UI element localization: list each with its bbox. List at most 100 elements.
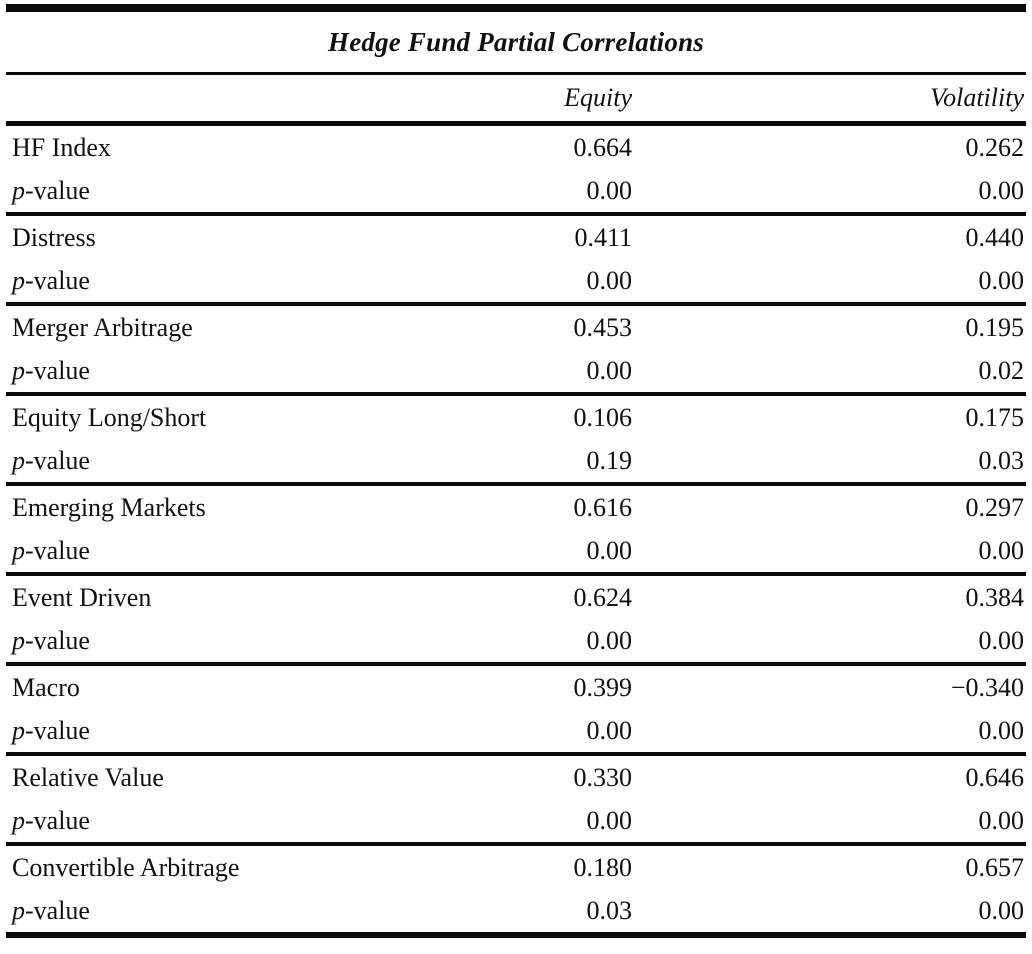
equity-value: 0.330 <box>573 762 633 792</box>
pvalue-volatility: 0.00 <box>978 265 1025 295</box>
table-group: Equity Long/Short 0.106 0.175 p-value 0.19 0.… <box>6 396 1026 486</box>
pvalue-label: p-value <box>12 716 322 746</box>
pvalue-volatility: 0.00 <box>978 535 1025 565</box>
table-row-pvalue: p-value 0.19 0.03 <box>6 439 1026 482</box>
equity-value: 0.453 <box>573 312 633 342</box>
pvalue-volatility: 0.00 <box>978 175 1025 205</box>
table-row-correlation: Distress 0.411 0.440 <box>6 216 1026 259</box>
equity-value: 0.616 <box>573 492 633 522</box>
table-group: Emerging Markets 0.616 0.297 p-value 0.00 0.0… <box>6 486 1026 576</box>
volatility-value: 0.175 <box>965 402 1025 432</box>
pvalue-label-p: p <box>12 895 25 925</box>
table-row-pvalue: p-value 0.00 0.00 <box>6 709 1026 752</box>
table-row-pvalue: p-value 0.00 0.00 <box>6 529 1026 572</box>
pvalue-label: p-value <box>12 176 322 206</box>
pvalue-label-p: p <box>12 625 25 655</box>
volatility-value: 0.384 <box>965 582 1025 612</box>
table-group: Macro 0.399 −0.340 p-value 0.00 0.00 <box>6 666 1026 756</box>
table-group: HF Index 0.664 0.262 p-value 0.00 0.00 <box>6 126 1026 216</box>
pvalue-label-rest: -value <box>25 805 90 835</box>
pvalue-equity: 0.03 <box>586 895 633 925</box>
top-rule <box>6 4 1026 12</box>
bottom-rule <box>6 932 1026 938</box>
pvalue-label-rest: -value <box>25 625 90 655</box>
pvalue-equity: 0.00 <box>586 805 633 835</box>
table-row-correlation: Event Driven 0.624 0.384 <box>6 576 1026 619</box>
pvalue-equity: 0.19 <box>586 445 633 475</box>
pvalue-equity: 0.00 <box>586 265 633 295</box>
column-header-volatility: Volatility <box>930 83 1024 112</box>
table-group: Convertible Arbitrage 0.180 0.657 p-value 0.… <box>6 846 1026 932</box>
table-row-correlation: Equity Long/Short 0.106 0.175 <box>6 396 1026 439</box>
table-row-correlation: Merger Arbitrage 0.453 0.195 <box>6 306 1026 349</box>
pvalue-label-rest: -value <box>25 175 90 205</box>
pvalue-label-p: p <box>12 355 25 385</box>
table-row-correlation: HF Index 0.664 0.262 <box>6 126 1026 169</box>
pvalue-equity: 0.00 <box>586 355 633 385</box>
pvalue-label-rest: -value <box>25 895 90 925</box>
equity-value: 0.399 <box>573 672 633 702</box>
table-row-correlation: Relative Value 0.330 0.646 <box>6 756 1026 799</box>
pvalue-volatility: 0.00 <box>978 805 1025 835</box>
title-rule <box>6 72 1026 75</box>
pvalue-label-rest: -value <box>25 265 90 295</box>
row-label: Relative Value <box>12 762 164 792</box>
pvalue-label: p-value <box>12 806 322 836</box>
pvalue-label-rest: -value <box>25 445 90 475</box>
pvalue-volatility: 0.03 <box>978 445 1025 475</box>
volatility-value: 0.657 <box>965 852 1025 882</box>
equity-value: 0.624 <box>573 582 633 612</box>
table-group: Event Driven 0.624 0.384 p-value 0.00 0.00 <box>6 576 1026 666</box>
row-label: Merger Arbitrage <box>12 312 193 342</box>
pvalue-label: p-value <box>12 896 322 926</box>
pvalue-label-p: p <box>12 535 25 565</box>
pvalue-label: p-value <box>12 446 322 476</box>
table-row-pvalue: p-value 0.03 0.00 <box>6 889 1026 932</box>
title-band: Hedge Fund Partial Correlations <box>6 12 1026 72</box>
pvalue-label: p-value <box>12 626 322 656</box>
pvalue-label: p-value <box>12 266 322 296</box>
pvalue-equity: 0.00 <box>586 625 633 655</box>
equity-value: 0.106 <box>573 402 633 432</box>
volatility-value: 0.262 <box>965 132 1025 162</box>
pvalue-equity: 0.00 <box>586 535 633 565</box>
pvalue-volatility: 0.00 <box>978 715 1025 745</box>
row-label: HF Index <box>12 132 111 162</box>
equity-value: 0.664 <box>573 132 633 162</box>
column-header-row: Equity Volatility <box>6 75 1026 121</box>
volatility-value: 0.297 <box>965 492 1025 522</box>
pvalue-label-p: p <box>12 175 25 205</box>
volatility-value: 0.646 <box>965 762 1025 792</box>
table-body: HF Index 0.664 0.262 p-value 0.00 0.00 Distres… <box>6 126 1026 932</box>
table-row-pvalue: p-value 0.00 0.00 <box>6 619 1026 662</box>
volatility-value: −0.340 <box>950 672 1024 702</box>
table-row-correlation: Macro 0.399 −0.340 <box>6 666 1026 709</box>
pvalue-volatility: 0.00 <box>978 625 1025 655</box>
equity-value: 0.180 <box>573 852 633 882</box>
pvalue-label: p-value <box>12 536 322 566</box>
pvalue-label-p: p <box>12 715 25 745</box>
pvalue-label-rest: -value <box>25 715 90 745</box>
pvalue-volatility: 0.00 <box>978 895 1025 925</box>
table-title: Hedge Fund Partial Correlations <box>328 26 704 57</box>
row-label: Distress <box>12 222 96 252</box>
pvalue-equity: 0.00 <box>586 715 633 745</box>
pvalue-label-p: p <box>12 265 25 295</box>
volatility-value: 0.440 <box>965 222 1025 252</box>
correlations-table: Hedge Fund Partial Correlations Equity V… <box>6 4 1026 938</box>
pvalue-label-rest: -value <box>25 355 90 385</box>
row-label: Event Driven <box>12 582 152 612</box>
table-group: Relative Value 0.330 0.646 p-value 0.00 0.00 <box>6 756 1026 846</box>
column-header-equity: Equity <box>564 83 632 112</box>
pvalue-label: p-value <box>12 356 322 386</box>
table-row-pvalue: p-value 0.00 0.00 <box>6 169 1026 212</box>
row-label: Macro <box>12 672 80 702</box>
table-group: Distress 0.411 0.440 p-value 0.00 0.00 <box>6 216 1026 306</box>
table-row-pvalue: p-value 0.00 0.00 <box>6 259 1026 302</box>
table-row-pvalue: p-value 0.00 0.02 <box>6 349 1026 392</box>
pvalue-label-p: p <box>12 805 25 835</box>
table-group: Merger Arbitrage 0.453 0.195 p-value 0.00 0.0… <box>6 306 1026 396</box>
table-row-correlation: Emerging Markets 0.616 0.297 <box>6 486 1026 529</box>
row-label: Equity Long/Short <box>12 402 207 432</box>
